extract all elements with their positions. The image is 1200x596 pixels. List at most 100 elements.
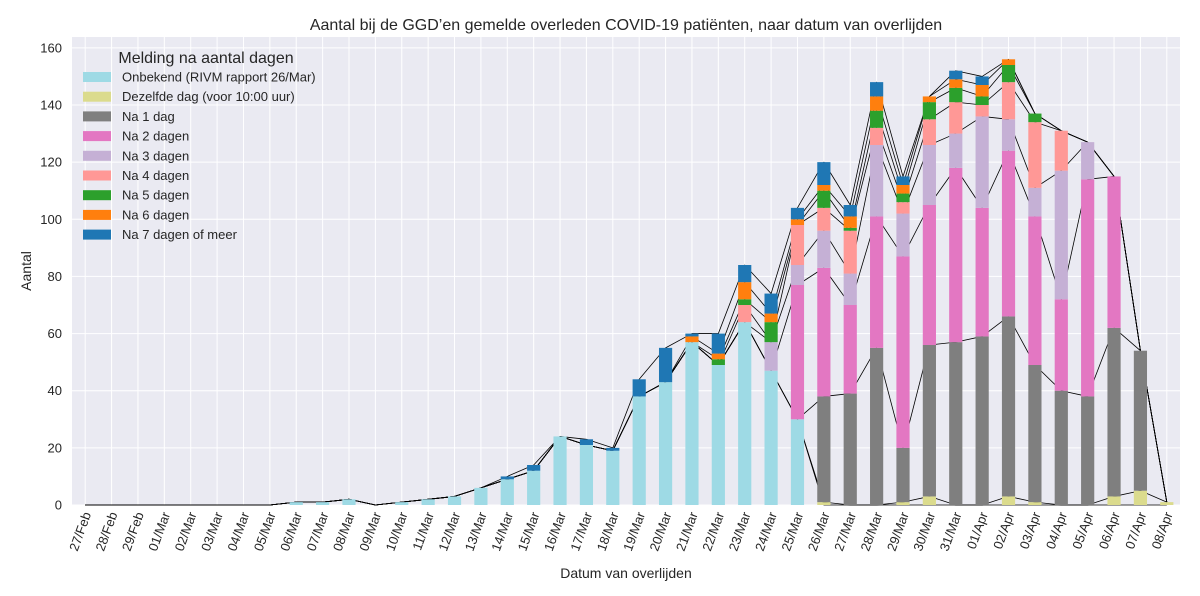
legend-label-onbekend-rivm-rapport-26-mar: Onbekend (RIVM rapport 26/Mar) [122,70,316,85]
bar-na-2-dagen-26-mar [817,267,831,397]
legend: Melding na aantal dagen Onbekend (RIVM r… [83,50,316,242]
bar-na-7-dagen-of-meer-22-mar [711,333,725,354]
bar-na-6-dagen-28-mar [870,96,884,111]
bar-onbekend-rivm-rapport-26-mar-12-mar [447,496,462,505]
bar-na-7-dagen-of-meer-18-mar [606,447,620,451]
bar-dezelfde-dag-voor-10-00-uur-02-apr [1001,496,1016,505]
x-axis-label: Datum van overlijden [560,565,692,581]
bar-na-6-dagen-25-mar [790,219,805,225]
legend-label-dezelfde-dag-voor-10-00-uur: Dezelfde dag (voor 10:00 uur) [122,89,295,104]
legend-item-na-1-dag: Na 1 dag [83,109,175,124]
legend-swatch-onbekend-rivm-rapport-26-mar [83,72,111,82]
y-tick-label-140: 140 [40,98,62,113]
bar-na-4-dagen-28-mar [870,127,884,145]
bar-dezelfde-dag-voor-10-00-uur-06-apr [1107,496,1121,505]
legend-item-onbekend-rivm-rapport-26-mar: Onbekend (RIVM rapport 26/Mar) [83,70,316,85]
legend-swatch-na-7-dagen-of-meer [83,229,111,240]
bars [289,59,1174,505]
bar-onbekend-rivm-rapport-26-mar-11-mar [421,499,435,505]
bar-onbekend-rivm-rapport-26-mar-13-mar [474,487,488,505]
bar-dezelfde-dag-voor-10-00-uur-03-apr [1028,502,1042,505]
bar-onbekend-rivm-rapport-26-mar-21-mar [685,342,699,505]
bar-na-2-dagen-06-apr [1107,176,1121,328]
legend-label-na-2-dagen: Na 2 dagen [122,129,189,144]
bar-na-5-dagen-26-mar [817,190,831,208]
bar-na-7-dagen-of-meer-14-mar [500,476,514,480]
bar-onbekend-rivm-rapport-26-mar-18-mar [606,450,620,505]
bar-na-7-dagen-of-meer-23-mar [738,265,752,283]
legend-swatch-na-5-dagen [83,190,111,201]
y-tick-label-160: 160 [40,40,62,55]
bar-na-7-dagen-of-meer-01-apr [975,76,989,85]
bar-na-2-dagen-25-mar [790,285,805,420]
bar-na-7-dagen-of-meer-31-mar [949,70,963,80]
bar-na-5-dagen-31-mar [949,87,963,103]
bar-na-1-dag-06-apr [1107,327,1121,497]
bar-na-7-dagen-of-meer-17-mar [579,439,594,445]
legend-label-na-4-dagen: Na 4 dagen [122,168,189,183]
legend-swatch-na-1-dag [83,111,111,122]
bar-na-4-dagen-04-apr [1054,130,1068,171]
bar-na-6-dagen-31-mar [949,79,963,88]
bar-na-4-dagen-25-mar [790,225,805,265]
bar-onbekend-rivm-rapport-26-mar-15-mar [527,470,541,505]
connector-line-na-7-dagen-of-meer [85,58,1168,506]
bar-na-5-dagen-01-apr [975,96,989,105]
legend-title: Melding na aantal dagen [118,50,293,67]
bar-na-3-dagen-01-apr [975,116,989,208]
legend-item-na-5-dagen: Na 5 dagen [83,188,189,203]
bar-na-3-dagen-05-apr [1081,142,1095,180]
bar-na-1-dag-29-mar [896,447,910,503]
bar-na-6-dagen-01-apr [975,85,989,97]
bar-na-3-dagen-28-mar [870,145,884,217]
bar-na-3-dagen-04-apr [1054,170,1068,300]
legend-swatch-na-2-dagen [83,131,111,142]
bar-na-5-dagen-24-mar [764,322,778,343]
y-tick-label-100: 100 [40,212,62,227]
bar-na-7-dagen-of-meer-27-mar [843,205,857,217]
bar-na-3-dagen-29-mar [896,213,910,257]
bar-na-2-dagen-01-apr [975,207,989,337]
bar-onbekend-rivm-rapport-26-mar-23-mar [738,322,752,505]
bar-na-2-dagen-05-apr [1081,179,1095,397]
bar-na-2-dagen-04-apr [1054,299,1068,391]
bar-na-4-dagen-02-apr [1001,82,1016,120]
bar-onbekend-rivm-rapport-26-mar-14-mar [500,479,514,505]
bar-na-1-dag-31-mar [949,342,963,505]
legend-swatch-na-6-dagen [83,209,111,220]
bar-na-2-dagen-30-mar [922,205,936,345]
bar-na-7-dagen-of-meer-29-mar [896,176,910,185]
bar-na-6-dagen-27-mar [843,216,857,228]
legend-label-na-1-dag: Na 1 dag [122,109,175,124]
bar-na-6-dagen-02-apr [1001,59,1016,65]
bar-onbekend-rivm-rapport-26-mar-22-mar [711,365,725,505]
bar-na-3-dagen-31-mar [949,133,963,168]
y-tick-label-20: 20 [48,440,62,455]
legend-item-na-6-dagen: Na 6 dagen [83,207,189,222]
bar-na-1-dag-01-apr [975,336,989,505]
bar-na-5-dagen-29-mar [896,193,910,203]
bar-onbekend-rivm-rapport-26-mar-20-mar [658,382,673,505]
legend-swatch-na-4-dagen [83,170,111,181]
legend-label-na-6-dagen: Na 6 dagen [122,207,189,222]
bar-na-6-dagen-30-mar [922,96,936,103]
bar-onbekend-rivm-rapport-26-mar-07-mar [316,502,330,505]
bar-na-1-dag-28-mar [870,347,884,505]
bar-onbekend-rivm-rapport-26-mar-08-mar [342,499,356,505]
bar-na-7-dagen-of-meer-25-mar [790,207,805,220]
bar-na-7-dagen-of-meer-24-mar [764,293,778,314]
bar-na-6-dagen-24-mar [764,313,778,323]
bar-onbekend-rivm-rapport-26-mar-25-mar [790,419,805,505]
bar-na-4-dagen-03-apr [1028,122,1042,188]
legend-label-na-5-dagen: Na 5 dagen [122,188,189,203]
y-axis-label: Aantal [18,251,34,291]
bar-na-7-dagen-of-meer-26-mar [817,162,831,185]
bar-na-1-dag-30-mar [922,345,936,497]
bar-na-7-dagen-of-meer-19-mar [632,379,646,397]
legend-swatch-dezelfde-dag-voor-10-00-uur [83,91,111,102]
bar-dezelfde-dag-voor-10-00-uur-29-mar [896,502,910,505]
y-tick-label-40: 40 [48,383,62,398]
bar-onbekend-rivm-rapport-26-mar-24-mar [764,370,778,505]
legend-swatch-na-3-dagen [83,150,111,161]
